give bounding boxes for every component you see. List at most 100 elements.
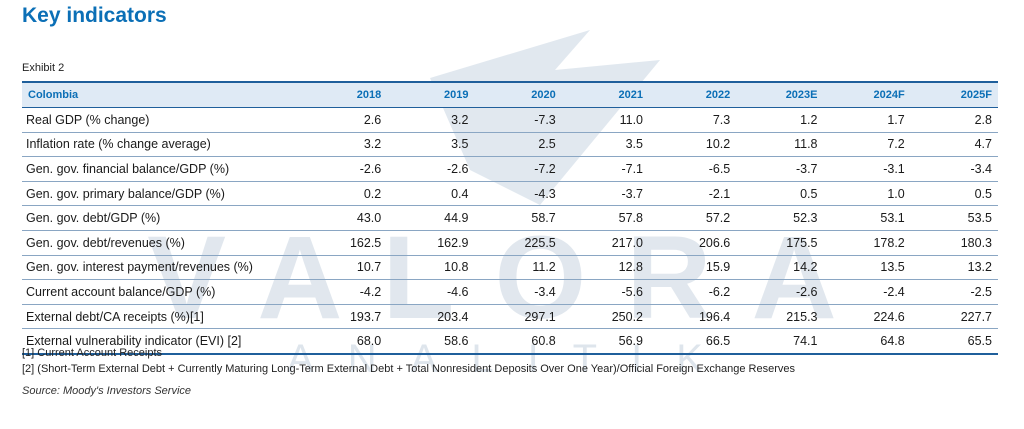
table-row: Gen. gov. debt/revenues (%) 162.5 162.9 225…: [22, 230, 998, 256]
table-cell: 56.9: [561, 328, 649, 355]
table-cell: 0.5: [736, 181, 824, 207]
table-row: Gen. gov. interest payment/revenues (%) 1…: [22, 255, 998, 281]
table-cell: -6.2: [649, 279, 737, 305]
table-cell: 10.8: [387, 255, 475, 281]
row-label: External vulnerability indicator (EVI) […: [22, 328, 300, 355]
column-header: 2020: [474, 81, 562, 108]
table-cell: -2.6: [387, 156, 475, 182]
table-row: Current account balance/GDP (%) -4.2 -4.6-…: [22, 279, 998, 305]
table-cell: 58.6: [387, 328, 475, 355]
table-row: Gen. gov. primary balance/GDP (%) 0.2 0.4-…: [22, 181, 998, 207]
table-cell: 64.8: [823, 328, 911, 355]
table-cell: -3.7: [561, 181, 649, 207]
table-cell: 2.5: [474, 132, 562, 158]
table-cell: -3.1: [823, 156, 911, 182]
table-cell: 66.5: [649, 328, 737, 355]
table-cell: 162.5: [300, 230, 388, 256]
table-cell: 175.5: [736, 230, 824, 256]
table-body: Real GDP (% change) 2.6 3.2 -7.3 11.0 7.3 1.2 1…: [22, 107, 998, 355]
table-cell: -4.2: [300, 279, 388, 305]
table-row: External vulnerability indicator (EVI) […: [22, 328, 998, 355]
column-header: 2025F: [910, 81, 998, 108]
footnote-2: [2] (Short-Term External Debt + Currentl…: [22, 363, 796, 375]
table-cell: 225.5: [474, 230, 562, 256]
table-cell: 250.2: [561, 304, 649, 330]
table-cell: 13.5: [823, 255, 911, 281]
table-cell: 178.2: [823, 230, 911, 256]
table-row: External debt/CA receipts (%)[1] 193.7 203…: [22, 304, 998, 330]
table-cell: 3.2: [387, 107, 475, 133]
table-cell: 162.9: [387, 230, 475, 256]
column-header: 2023E: [736, 81, 824, 108]
table-cell: 58.7: [474, 205, 562, 231]
table-row: Real GDP (% change) 2.6 3.2 -7.3 11.0 7.3 1.2 1…: [22, 107, 998, 133]
table-cell: 44.9: [387, 205, 475, 231]
table-cell: 65.5: [910, 328, 998, 355]
row-label: Gen. gov. financial balance/GDP (%): [22, 156, 300, 182]
table-cell: 297.1: [474, 304, 562, 330]
table-cell: 68.0: [300, 328, 388, 355]
table-cell: 227.7: [910, 304, 998, 330]
table-cell: -3.4: [910, 156, 998, 182]
table-cell: 53.5: [910, 205, 998, 231]
exhibit-label: Exhibit 2: [22, 62, 65, 74]
column-header: 2018: [300, 81, 388, 108]
table-cell: 11.0: [561, 107, 649, 133]
table-cell: 10.7: [300, 255, 388, 281]
table-cell: 3.5: [561, 132, 649, 158]
table-cell: 3.5: [387, 132, 475, 158]
table-cell: 206.6: [649, 230, 737, 256]
row-label: Current account balance/GDP (%): [22, 279, 300, 305]
row-label: Gen. gov. debt/revenues (%): [22, 230, 300, 256]
table-cell: -2.5: [910, 279, 998, 305]
table-cell: 2.8: [910, 107, 998, 133]
table-cell: 10.2: [649, 132, 737, 158]
table-cell: 203.4: [387, 304, 475, 330]
table-row: Gen. gov. debt/GDP (%) 43.0 44.9 58.7 57.8 57…: [22, 205, 998, 231]
column-header: 2021: [561, 81, 649, 108]
table-cell: 11.8: [736, 132, 824, 158]
table-cell: 180.3: [910, 230, 998, 256]
table-cell: -7.1: [561, 156, 649, 182]
table-cell: 60.8: [474, 328, 562, 355]
table-cell: 7.2: [823, 132, 911, 158]
table-cell: 215.3: [736, 304, 824, 330]
table-cell: -2.4: [823, 279, 911, 305]
table-cell: -7.2: [474, 156, 562, 182]
table-cell: 0.2: [300, 181, 388, 207]
footnote-1: [1] Current Account Receipts: [22, 347, 163, 359]
table-cell: 7.3: [649, 107, 737, 133]
table-cell: 57.8: [561, 205, 649, 231]
table-cell: 0.4: [387, 181, 475, 207]
table-cell: -2.6: [736, 279, 824, 305]
table-cell: 4.7: [910, 132, 998, 158]
table-cell: 57.2: [649, 205, 737, 231]
table-cell: 14.2: [736, 255, 824, 281]
table-cell: 1.7: [823, 107, 911, 133]
table-cell: 1.2: [736, 107, 824, 133]
table-row: Gen. gov. financial balance/GDP (%) -2.6-…: [22, 156, 998, 182]
source-note: Source: Moody's Investors Service: [22, 385, 192, 397]
row-label: External debt/CA receipts (%)[1]: [22, 304, 300, 330]
table-cell: 2.6: [300, 107, 388, 133]
column-header: 2024F: [823, 81, 911, 108]
table-cell: 217.0: [561, 230, 649, 256]
key-indicators-table: Colombia 2018 2019 2020 2021 2022 2023E …: [22, 81, 998, 355]
row-label: Real GDP (% change): [22, 107, 300, 133]
table-row: Inflation rate (% change average) 3.2 3.5 2…: [22, 132, 998, 158]
table-cell: -4.6: [387, 279, 475, 305]
table-cell: 1.0: [823, 181, 911, 207]
row-label: Gen. gov. debt/GDP (%): [22, 205, 300, 231]
row-label: Inflation rate (% change average): [22, 132, 300, 158]
table-cell: 196.4: [649, 304, 737, 330]
table-cell: 0.5: [910, 181, 998, 207]
table-cell: 13.2: [910, 255, 998, 281]
column-header: Colombia: [22, 81, 300, 108]
table-cell: 224.6: [823, 304, 911, 330]
table-cell: 74.1: [736, 328, 824, 355]
table-cell: 15.9: [649, 255, 737, 281]
table-cell: -3.4: [474, 279, 562, 305]
table-cell: -5.6: [561, 279, 649, 305]
table-cell: -4.3: [474, 181, 562, 207]
table-cell: 3.2: [300, 132, 388, 158]
